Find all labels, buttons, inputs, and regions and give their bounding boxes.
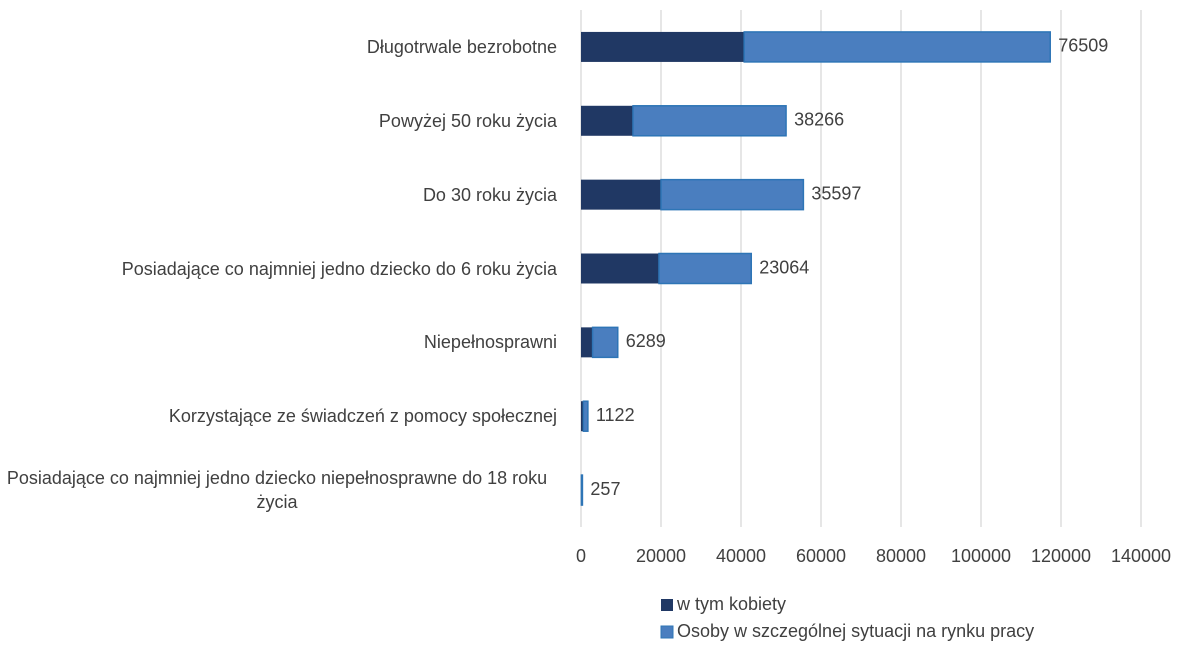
data-label: 6289 (626, 331, 666, 351)
legend-swatch (661, 599, 673, 611)
category-text: Posiadające co najmniej jedno dziecko ni… (6, 468, 548, 513)
bar-segment (581, 327, 593, 358)
x-tick-label: 20000 (636, 546, 686, 566)
bar-segment (582, 400, 589, 432)
category-text: Długotrwale bezrobotne (366, 36, 557, 57)
bar-segment (581, 31, 745, 62)
category-text: Powyżej 50 roku życia (378, 110, 557, 131)
category-label: Do 30 roku życia (0, 155, 557, 235)
bar-segment (658, 252, 753, 285)
x-tick-label: 0 (576, 546, 586, 566)
x-tick-label: 140000 (1111, 546, 1171, 566)
bar-segment (743, 31, 1051, 63)
x-tick-label: 120000 (1031, 546, 1091, 566)
x-tick-label: 80000 (876, 546, 926, 566)
bar-segment (580, 474, 584, 506)
category-text: Niepełnosprawni (423, 332, 557, 353)
category-text: Do 30 roku życia (422, 184, 557, 205)
bar-segment (660, 178, 805, 211)
bar-segment (581, 179, 661, 210)
category-text: Korzystające ze świadczeń z pomocy społe… (168, 406, 557, 427)
data-label: 23064 (759, 257, 809, 277)
category-label: Korzystające ze świadczeń z pomocy społe… (0, 376, 557, 456)
legend-label: Osoby w szczególnej sytuacji na rynku pr… (677, 621, 1034, 641)
data-label: 38266 (794, 110, 844, 130)
data-label: 1122 (596, 405, 635, 425)
data-label: 76509 (1058, 36, 1108, 56)
bar-segment (591, 326, 619, 359)
data-label: 35597 (811, 183, 861, 203)
category-text: Posiadające co najmniej jedno dziecko do… (121, 258, 557, 279)
bar-segment (581, 105, 633, 136)
category-label: Posiadające co najmniej jedno dziecko do… (0, 229, 557, 309)
x-tick-label: 60000 (796, 546, 846, 566)
category-label: Powyżej 50 roku życia (0, 81, 557, 161)
bar-segment (581, 253, 659, 284)
data-label: 257 (590, 479, 620, 499)
category-label: Posiadające co najmniej jedno dziecko ni… (0, 450, 557, 530)
category-label: Długotrwale bezrobotne (0, 7, 557, 87)
bar-segment (632, 105, 787, 137)
category-label: Niepełnosprawni (0, 302, 557, 382)
bar-segment (581, 401, 584, 432)
legend-swatch (660, 625, 674, 639)
legend-label: w tym kobiety (676, 594, 786, 614)
x-tick-label: 40000 (716, 546, 766, 566)
x-tick-label: 100000 (951, 546, 1011, 566)
